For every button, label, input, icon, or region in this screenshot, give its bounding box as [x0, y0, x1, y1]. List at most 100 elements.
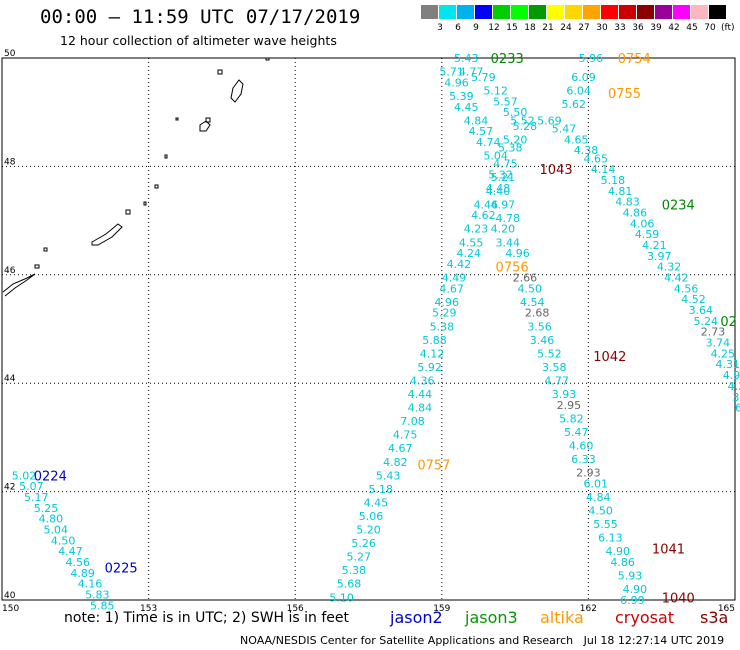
wave-height-value: 5.21 [491, 171, 515, 184]
wave-height-value: 5.29 [432, 307, 457, 320]
wave-height-value: 4.20 [491, 223, 515, 236]
latitude-tick-label: 42 [4, 483, 15, 493]
wave-height-value: 5.32 [488, 169, 513, 182]
wave-height-value: 4.50 [588, 505, 613, 518]
wave-height-value: 4.75 [493, 158, 518, 171]
latitude-tick-label: 46 [4, 266, 16, 276]
wave-height-value: 4.83 [615, 196, 640, 209]
island-3 [199, 120, 211, 132]
wave-height-value: 3.56 [527, 320, 552, 333]
wave-height-value: 5.39 [449, 90, 474, 103]
wave-height-value: 4.50 [51, 534, 76, 547]
legend-label: 18 [524, 23, 536, 33]
map-frame [1, 57, 736, 601]
wave-height-value: 4.82 [383, 456, 408, 469]
wave-height-value: 5.12 [483, 85, 508, 98]
wave-height-value: 5.17 [24, 491, 48, 504]
legend-label: 6 [455, 23, 461, 33]
wave-height-value: 5.55 [593, 518, 618, 531]
satellite-name-s3a: s3a [700, 608, 729, 627]
legend-swatch [709, 5, 726, 19]
wave-height-value: 5.43 [376, 469, 401, 482]
pass-time-label: 0225 [105, 561, 138, 576]
wave-height-value: 3.97 [647, 250, 672, 263]
legend-swatch [583, 5, 600, 19]
wave-height-value: 5.71 [439, 66, 464, 79]
wave-height-value: 6 [735, 402, 740, 415]
island-5 [175, 117, 179, 121]
island-9 [125, 209, 131, 215]
wave-height-value: 4.44 [408, 388, 433, 401]
wave-height-value: 4.77 [544, 374, 569, 387]
legend-label: 42 [668, 23, 680, 33]
wave-height-value: 5.47 [564, 426, 589, 439]
island-8 [143, 201, 147, 206]
legend-swatch [673, 5, 690, 19]
wave-height-value: 4.84 [586, 491, 611, 504]
legend-swatch [565, 5, 582, 19]
wave-height-value: 4.62 [471, 209, 496, 222]
wave-height-value: 5.52 [537, 347, 562, 360]
wave-height-value: 5.38 [498, 141, 523, 154]
wave-height-value: 4.77 [459, 66, 484, 79]
wave-height-value: 4.06 [630, 217, 655, 230]
legend-swatch [637, 5, 654, 19]
legend-label: 3 [437, 23, 443, 33]
legend-unit: (ft) [721, 23, 735, 33]
wave-height-value: 5.69 [537, 114, 562, 127]
pass-labels-layer: 0233 0754 0755 1043 0234 0756 02 1042 0757 0224 02… [34, 52, 737, 606]
wave-height-value: 5.06 [359, 510, 384, 523]
wave-height-value: 3.58 [542, 361, 567, 374]
wave-height-value: 4.54 [520, 296, 545, 309]
latitude-tick-label: 44 [4, 374, 16, 384]
wave-height-value: 4.96 [434, 296, 459, 309]
legend-swatch [475, 5, 492, 19]
legend-swatch [601, 5, 618, 19]
wave-height-value: 4.50 [518, 282, 543, 295]
wave-height-value: 4.45 [364, 496, 389, 509]
wave-height-value: 5.28 [513, 120, 538, 133]
latitude-tick-label: 48 [4, 157, 16, 167]
wave-height-value: 4.56 [66, 556, 91, 569]
wave-height-value: 5.93 [618, 570, 643, 583]
wave-height-value: 4.80 [39, 513, 64, 526]
satellite-name-jason3: jason3 [465, 608, 518, 627]
wave-height-value: 5.50 [503, 106, 527, 119]
wave-height-value: 3.93 [552, 388, 577, 401]
wave-height-value: 4.12 [420, 347, 445, 360]
pass-time-label: 1042 [593, 350, 626, 365]
wave-height-value: 4.46 [474, 198, 499, 211]
wave-height-value: 2.95 [557, 399, 582, 412]
wave-height-value: 5.83 [85, 589, 110, 602]
pass-time-label: 0233 [491, 52, 524, 67]
wave-height-value: 4.90 [606, 545, 631, 558]
wave-height-value: 4.42 [447, 258, 472, 271]
wave-height-value: 5.79 [471, 71, 496, 84]
legend-label: 9 [473, 23, 479, 33]
wave-height-value: 5.57 [493, 95, 518, 108]
wave-height-value: 5.20 [503, 133, 527, 146]
wave-height-value: 5.52 [510, 114, 535, 127]
island-4 [205, 117, 211, 123]
wave-height-value: 4.52 [681, 293, 706, 306]
wave-height-value: 4.84 [464, 114, 489, 127]
legend-label: 45 [686, 23, 698, 33]
satellite-name-altika: altika [540, 608, 584, 627]
wave-height-value: 3.64 [689, 304, 714, 317]
legend-label: 12 [488, 23, 500, 33]
wave-height-value: 5.92 [417, 361, 442, 374]
wave-height-value: 4.86 [623, 206, 648, 219]
wave-height-value: 4.31 [715, 358, 740, 371]
pass-time-label: 02 [720, 315, 737, 330]
credit-line: NOAA/NESDIS Center for Satellite Applica… [240, 634, 725, 647]
wave-height-value: 5.04 [483, 150, 508, 163]
wave-height-value: 5.88 [422, 334, 447, 347]
wave-height-value: 5.25 [34, 502, 59, 515]
wave-height-value: 5.10 [329, 591, 354, 604]
wave-height-value: 5.24 [693, 315, 718, 328]
wave-height-value: 4.97 [491, 198, 515, 211]
wave-height-value: 2.68 [525, 307, 550, 320]
pass-time-label: 0234 [662, 198, 695, 213]
legend-swatch [421, 5, 438, 19]
wave-height-value: 5.82 [559, 412, 584, 425]
